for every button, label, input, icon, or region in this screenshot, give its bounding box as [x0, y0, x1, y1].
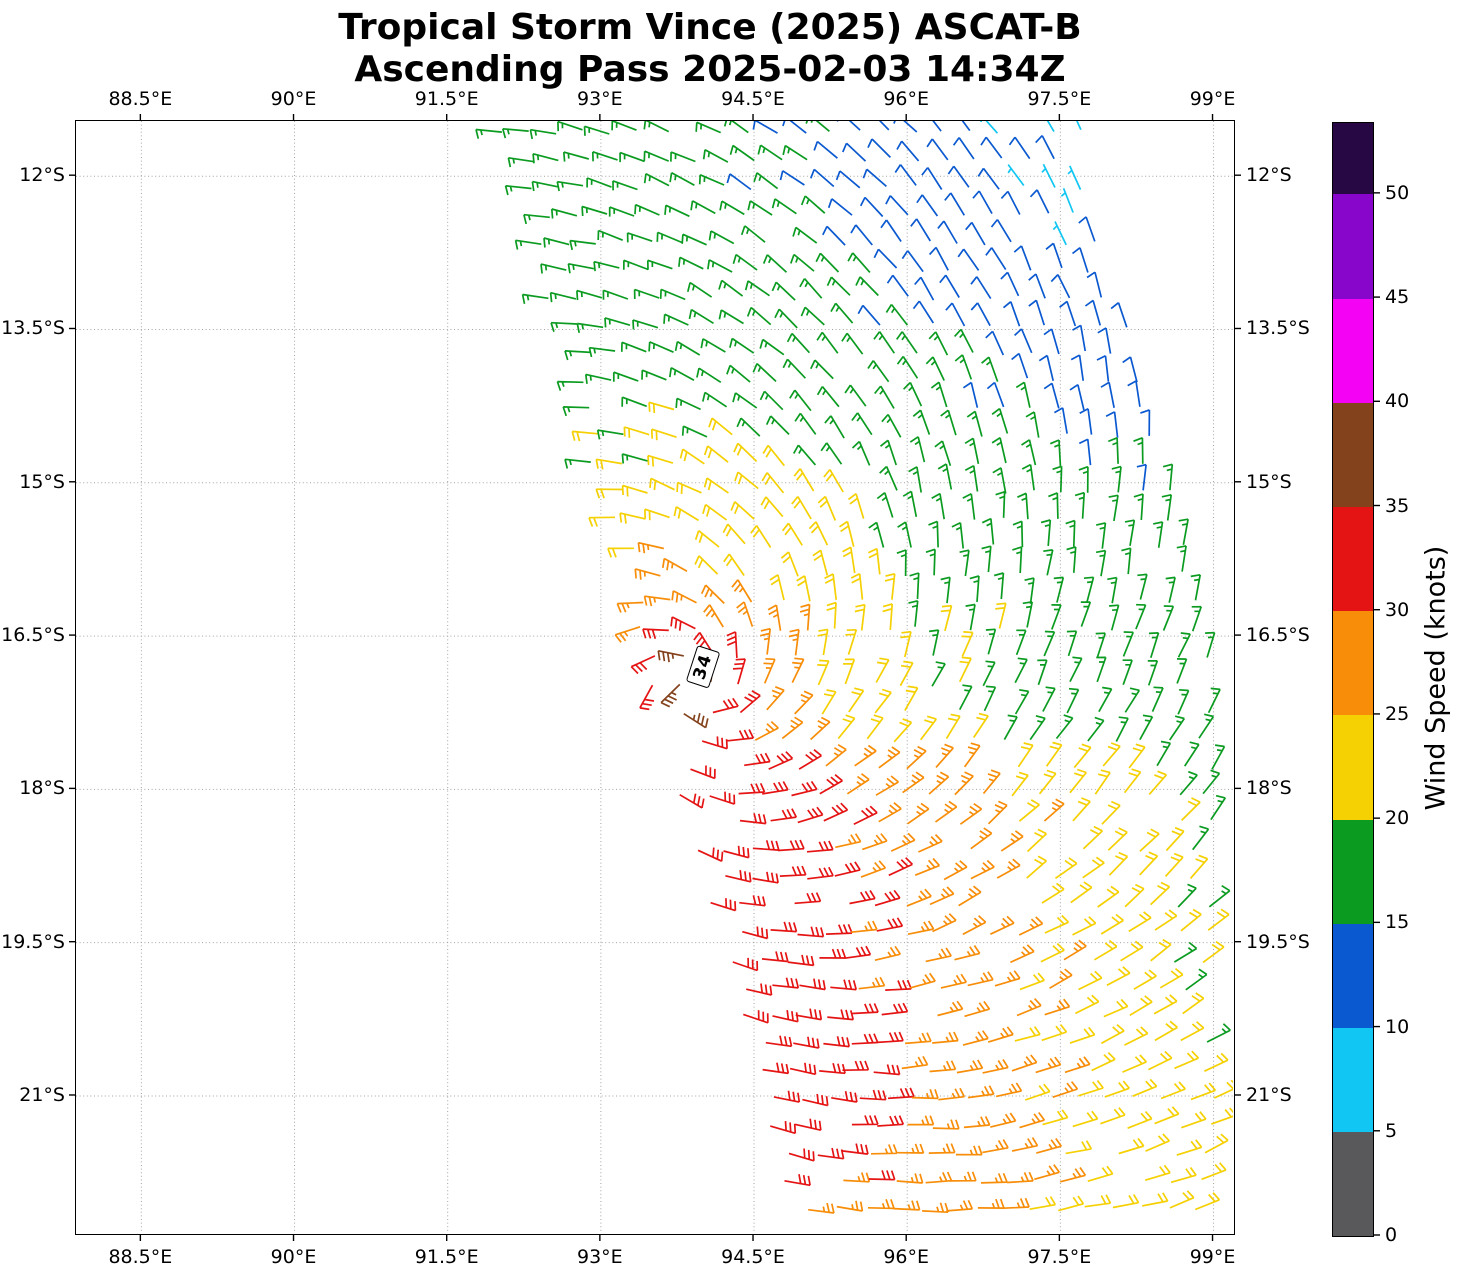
y-tick-label-right: 19.5°S: [1246, 930, 1310, 953]
y-tick-label-left: 18°S: [19, 777, 65, 800]
chart-title: Tropical Storm Vince (2025) ASCAT-B: [338, 7, 1082, 48]
x-tick-label-top: 99°E: [1189, 88, 1236, 110]
colorbar-segment: [1333, 923, 1373, 1029]
y-tick-label-right: 12°S: [1246, 164, 1292, 187]
y-tick-label-right: 18°S: [1246, 777, 1292, 800]
colorbar-segment: [1333, 298, 1373, 403]
colorbar-tick-label: 40: [1385, 390, 1410, 413]
x-tick-label-top: 96°E: [883, 88, 930, 110]
plot-area: 34: [75, 120, 1235, 1235]
chart-subtitle: Ascending Pass 2025-02-03 14:34Z: [354, 49, 1066, 90]
colorbar-tick-label: 10: [1385, 1015, 1410, 1038]
colorbar-tick-label: 5: [1385, 1119, 1398, 1142]
colorbar-segment: [1333, 402, 1373, 507]
wind-barb-field: [76, 121, 1233, 1233]
colorbar-segment: [1333, 1131, 1373, 1237]
x-tick-label-bottom: 91.5°E: [414, 1246, 479, 1268]
colorbar: [1332, 122, 1374, 1237]
colorbar-tick-label: 0: [1385, 1224, 1398, 1246]
x-tick-label-bottom: 88.5°E: [108, 1246, 173, 1268]
x-tick-label-top: 91.5°E: [414, 88, 479, 110]
colorbar-tick-label: 50: [1385, 181, 1410, 204]
x-tick-label-bottom: 93°E: [577, 1246, 623, 1268]
colorbar-tick-label: 35: [1385, 494, 1410, 517]
x-tick-label-top: 97.5°E: [1027, 88, 1092, 110]
x-tick-label-top: 94.5°E: [721, 88, 785, 110]
x-tick-label-bottom: 97.5°E: [1027, 1246, 1092, 1268]
y-tick-label-right: 21°S: [1246, 1083, 1292, 1106]
x-tick-label-top: 90°E: [270, 88, 317, 110]
colorbar-tick-label: 20: [1385, 807, 1410, 830]
colorbar-segment: [1333, 819, 1373, 924]
y-tick-label-right: 16.5°S: [1246, 624, 1310, 647]
colorbar-tick-label: 45: [1385, 286, 1410, 309]
colorbar-tick-label: 30: [1385, 598, 1410, 621]
y-tick-label-right: 15°S: [1246, 470, 1292, 493]
y-tick-label-left: 21°S: [19, 1083, 65, 1106]
x-tick-label-bottom: 99°E: [1189, 1246, 1236, 1268]
colorbar-segment: [1333, 714, 1373, 820]
colorbar-tick-label: 25: [1385, 702, 1410, 725]
colorbar-segment: [1333, 193, 1373, 299]
x-tick-label-top: 93°E: [577, 88, 623, 110]
y-tick-label-right: 13.5°S: [1246, 317, 1310, 340]
y-tick-label-left: 12°S: [19, 164, 65, 187]
x-tick-label-top: 88.5°E: [108, 88, 173, 110]
colorbar-segment: [1333, 610, 1373, 716]
colorbar-tick-label: 15: [1385, 911, 1410, 934]
x-tick-label-bottom: 96°E: [883, 1246, 930, 1268]
y-tick-label-left: 19.5°S: [1, 930, 65, 953]
colorbar-segment: [1333, 506, 1373, 612]
y-tick-label-left: 15°S: [19, 470, 65, 493]
x-tick-label-bottom: 90°E: [270, 1246, 317, 1268]
colorbar-segment: [1333, 1027, 1373, 1133]
x-tick-label-bottom: 94.5°E: [721, 1246, 785, 1268]
y-tick-label-left: 16.5°S: [1, 624, 65, 647]
colorbar-segment: [1333, 123, 1373, 195]
y-tick-label-left: 13.5°S: [1, 317, 65, 340]
colorbar-label: Wind Speed (knots): [1420, 545, 1452, 811]
